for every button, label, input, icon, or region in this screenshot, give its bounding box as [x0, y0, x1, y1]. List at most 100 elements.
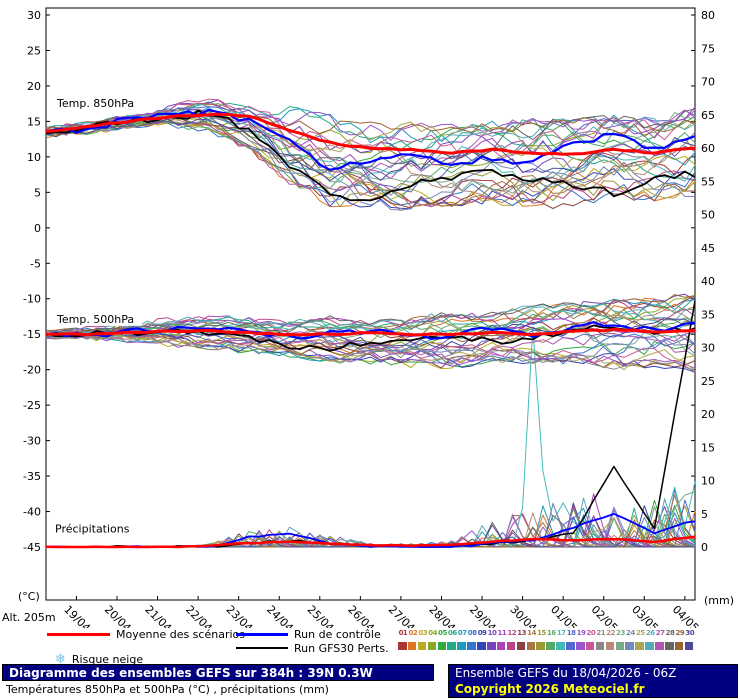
svg-text:-5: -5: [30, 257, 41, 270]
member-color-swatch: [665, 642, 674, 650]
member-color-swatch: [467, 642, 476, 650]
member-number: 25: [635, 629, 645, 637]
member-number: 29: [675, 629, 685, 637]
member-color-swatch: [635, 642, 644, 650]
svg-text:23/04: 23/04: [224, 603, 256, 628]
svg-text:0: 0: [701, 541, 708, 554]
svg-text:80: 80: [701, 9, 715, 22]
legend-snow: ❄ Risque neige: [55, 651, 143, 667]
member-color-swatch: [447, 642, 456, 650]
member-number: 21: [596, 629, 606, 637]
svg-text:35: 35: [701, 308, 715, 321]
member-color-swatch: [595, 642, 605, 650]
member-number: 23: [616, 629, 625, 637]
member-number: 28: [665, 629, 675, 637]
svg-text:30/04: 30/04: [507, 603, 539, 628]
member-number: 08: [467, 629, 477, 637]
member-number: 09: [477, 629, 487, 637]
member-color-swatch: [526, 642, 536, 650]
svg-text:10: 10: [27, 151, 41, 164]
member-number: 20: [586, 629, 596, 637]
snowflake-icon: ❄: [55, 651, 66, 667]
member-number: 07: [457, 629, 467, 637]
member-color-swatch: [477, 642, 486, 650]
legend-perts-label: 30 Perts.: [340, 641, 389, 655]
svg-text:20: 20: [701, 408, 715, 421]
member-color-swatch: [457, 642, 466, 650]
svg-text:21/04: 21/04: [142, 603, 174, 628]
chart-title: Diagramme des ensembles GEFS sur 384h : …: [2, 664, 434, 681]
member-number: 12: [507, 629, 517, 637]
svg-text:-30: -30: [23, 435, 41, 448]
ensemble-chart: 302520151050-5-10-15-20-25-30-35-40-4580…: [23, 7, 715, 628]
svg-text:20/04: 20/04: [102, 603, 134, 628]
svg-text:25: 25: [27, 44, 41, 57]
legend-mean: Moyenne des scénarios: [47, 627, 245, 641]
svg-text:28/04: 28/04: [426, 603, 458, 628]
svg-text:27/04: 27/04: [386, 603, 418, 628]
svg-text:5: 5: [34, 186, 41, 199]
svg-text:03/05: 03/05: [629, 603, 661, 628]
member-color-swatch: [645, 642, 654, 650]
svg-text:-35: -35: [23, 470, 41, 483]
legend-gfs-swatch: [236, 647, 288, 649]
svg-text:-40: -40: [23, 506, 41, 519]
member-number: 11: [497, 629, 507, 637]
svg-text:-45: -45: [23, 541, 41, 554]
svg-text:-15: -15: [23, 328, 41, 341]
member-number: 27: [655, 629, 665, 637]
member-number: 22: [606, 629, 616, 637]
svg-text:19/04: 19/04: [61, 603, 93, 628]
svg-text:04/05: 04/05: [670, 603, 702, 628]
member-number: 04: [428, 629, 437, 637]
member-color-swatch: [546, 642, 555, 650]
svg-text:65: 65: [701, 109, 715, 122]
member-number: 18: [566, 629, 576, 637]
legend-control: Run de contrôle: [236, 628, 381, 641]
svg-text:Précipitations: Précipitations: [55, 522, 130, 535]
svg-text:24/04: 24/04: [264, 603, 296, 628]
legend-control-swatch: [236, 632, 288, 636]
member-number: 17: [556, 629, 566, 637]
svg-text:01/05: 01/05: [548, 603, 580, 628]
member-color-swatch: [398, 642, 407, 650]
svg-text:-25: -25: [23, 399, 41, 412]
member-color-swatch: [536, 642, 545, 650]
member-color-swatch: [615, 642, 625, 650]
svg-text:29/04: 29/04: [467, 603, 499, 628]
member-color-swatch: [625, 642, 634, 650]
svg-text:15: 15: [701, 441, 715, 454]
svg-text:70: 70: [701, 76, 715, 89]
run-info: Ensemble GEFS du 18/04/2026 - 06Z: [455, 666, 677, 680]
member-color-swatch: [655, 642, 664, 650]
member-numbers: 01 02 03 04 05 06 07 08 09 10 11 12 13 14 15 16 17 18 19 20…: [398, 629, 695, 637]
member-color-swatch: [487, 642, 496, 650]
member-number: 19: [576, 629, 586, 637]
svg-text:5: 5: [701, 508, 708, 521]
legend-gfs: Run GFS: [236, 641, 341, 655]
right-axis-unit: (mm): [704, 594, 735, 607]
legend-gfs-label: Run GFS: [294, 641, 341, 655]
member-color-swatch: [427, 642, 437, 650]
member-color-swatch: [407, 642, 417, 650]
member-color-swatch: [674, 642, 684, 650]
altitude-label: Alt. 205m: [2, 611, 56, 624]
svg-text:-20: -20: [23, 364, 41, 377]
svg-text:26/04: 26/04: [345, 603, 377, 628]
svg-text:60: 60: [701, 142, 715, 155]
left-axis-unit: (°C): [18, 590, 40, 603]
member-color-swatch: [576, 642, 585, 650]
member-color-swatch: [516, 642, 526, 650]
member-color-swatch: [437, 642, 447, 650]
svg-text:25/04: 25/04: [305, 603, 337, 628]
member-color-swatch: [556, 642, 565, 650]
svg-text:02/05: 02/05: [589, 603, 621, 628]
member-number: 05: [438, 629, 447, 637]
legend-mean-label: Moyenne des scénarios: [116, 627, 245, 641]
member-number: 24: [626, 629, 635, 637]
member-color-swatch: [605, 642, 615, 650]
footer: Diagramme des ensembles GEFS sur 384h : …: [2, 664, 738, 698]
svg-text:40: 40: [701, 275, 715, 288]
footer-title-box: Diagramme des ensembles GEFS sur 384h : …: [2, 664, 434, 698]
member-number: 01: [398, 629, 408, 637]
